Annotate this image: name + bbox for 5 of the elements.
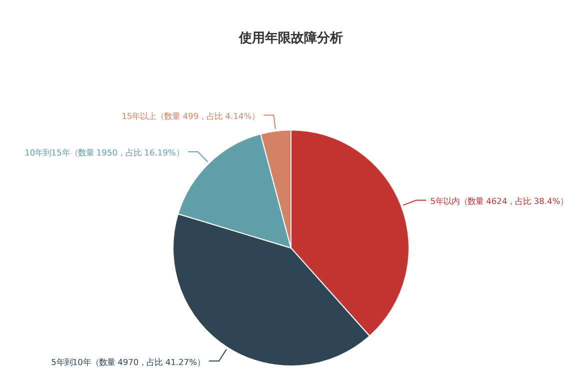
slice-label: 10年到15年（数量 1950，占比 16.19%） [24,148,184,158]
chart-title: 使用年限故障分析 [238,30,343,46]
slice-label: 5年以内（数量 4624，占比 38.4%） [430,196,568,206]
slice-label: 15年以上（数量 499，占比 4.14%） [122,111,260,122]
slice-label: 5年到10年（数量 4970，占比 41.27%） [51,357,205,368]
